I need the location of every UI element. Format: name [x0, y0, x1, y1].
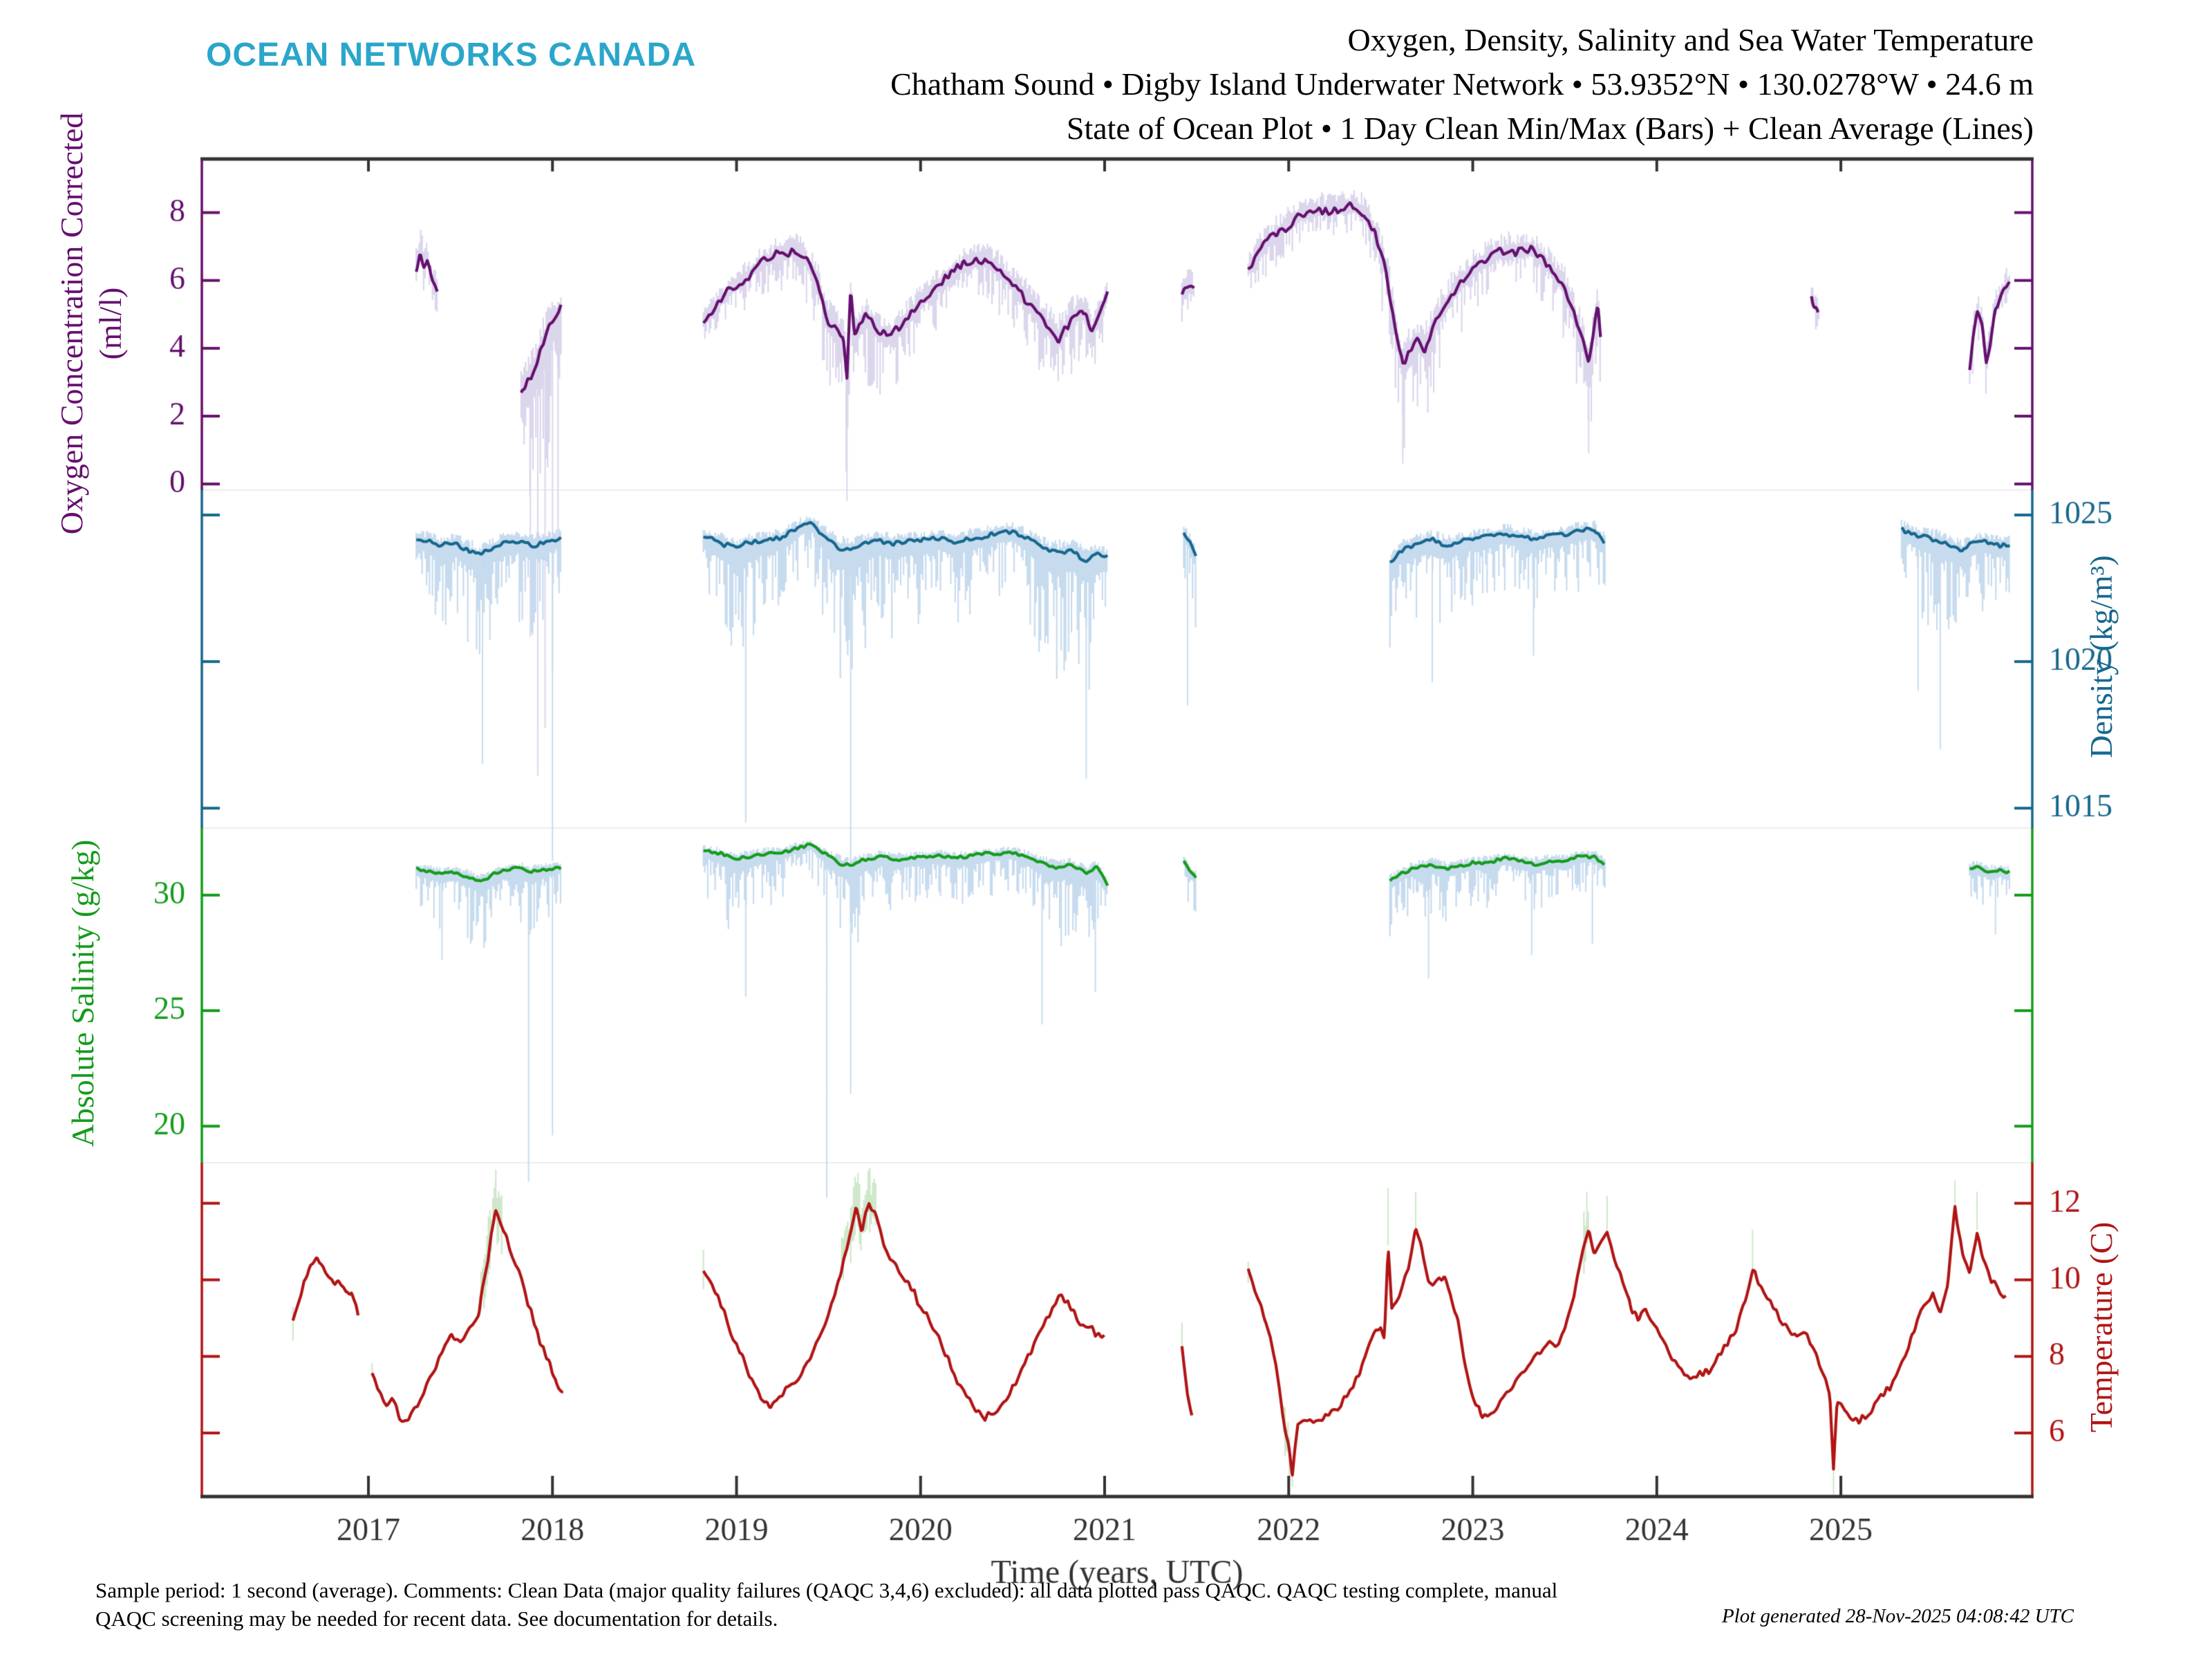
- oxygen-axis-label: Oxygen Concentration Corrected (ml/l): [54, 112, 128, 535]
- chart-title-line-3: State of Ocean Plot • 1 Day Clean Min/Ma…: [1066, 111, 2034, 146]
- onc-logo: OCEAN NETWORKS CANADA: [206, 37, 696, 73]
- plot-generated-timestamp: Plot generated 28-Nov-2025 04:08:42 UTC: [1721, 1605, 2074, 1627]
- chart-title-line-1: Oxygen, Density, Salinity and Sea Water …: [1347, 22, 2034, 57]
- density-axis-label: Density (kg/m³): [2083, 555, 2119, 758]
- chart-title-block: Oxygen, Density, Salinity and Sea Water …: [890, 18, 2034, 151]
- salinity-axis-label: Absolute Salinity (g/kg): [65, 839, 100, 1147]
- temperature-axis-label: Temperature (C): [2083, 1221, 2119, 1433]
- chart-title-line-2: Chatham Sound • Digby Island Underwater …: [890, 66, 2034, 102]
- footer-comments: Sample period: 1 second (average). Comme…: [95, 1578, 1558, 1631]
